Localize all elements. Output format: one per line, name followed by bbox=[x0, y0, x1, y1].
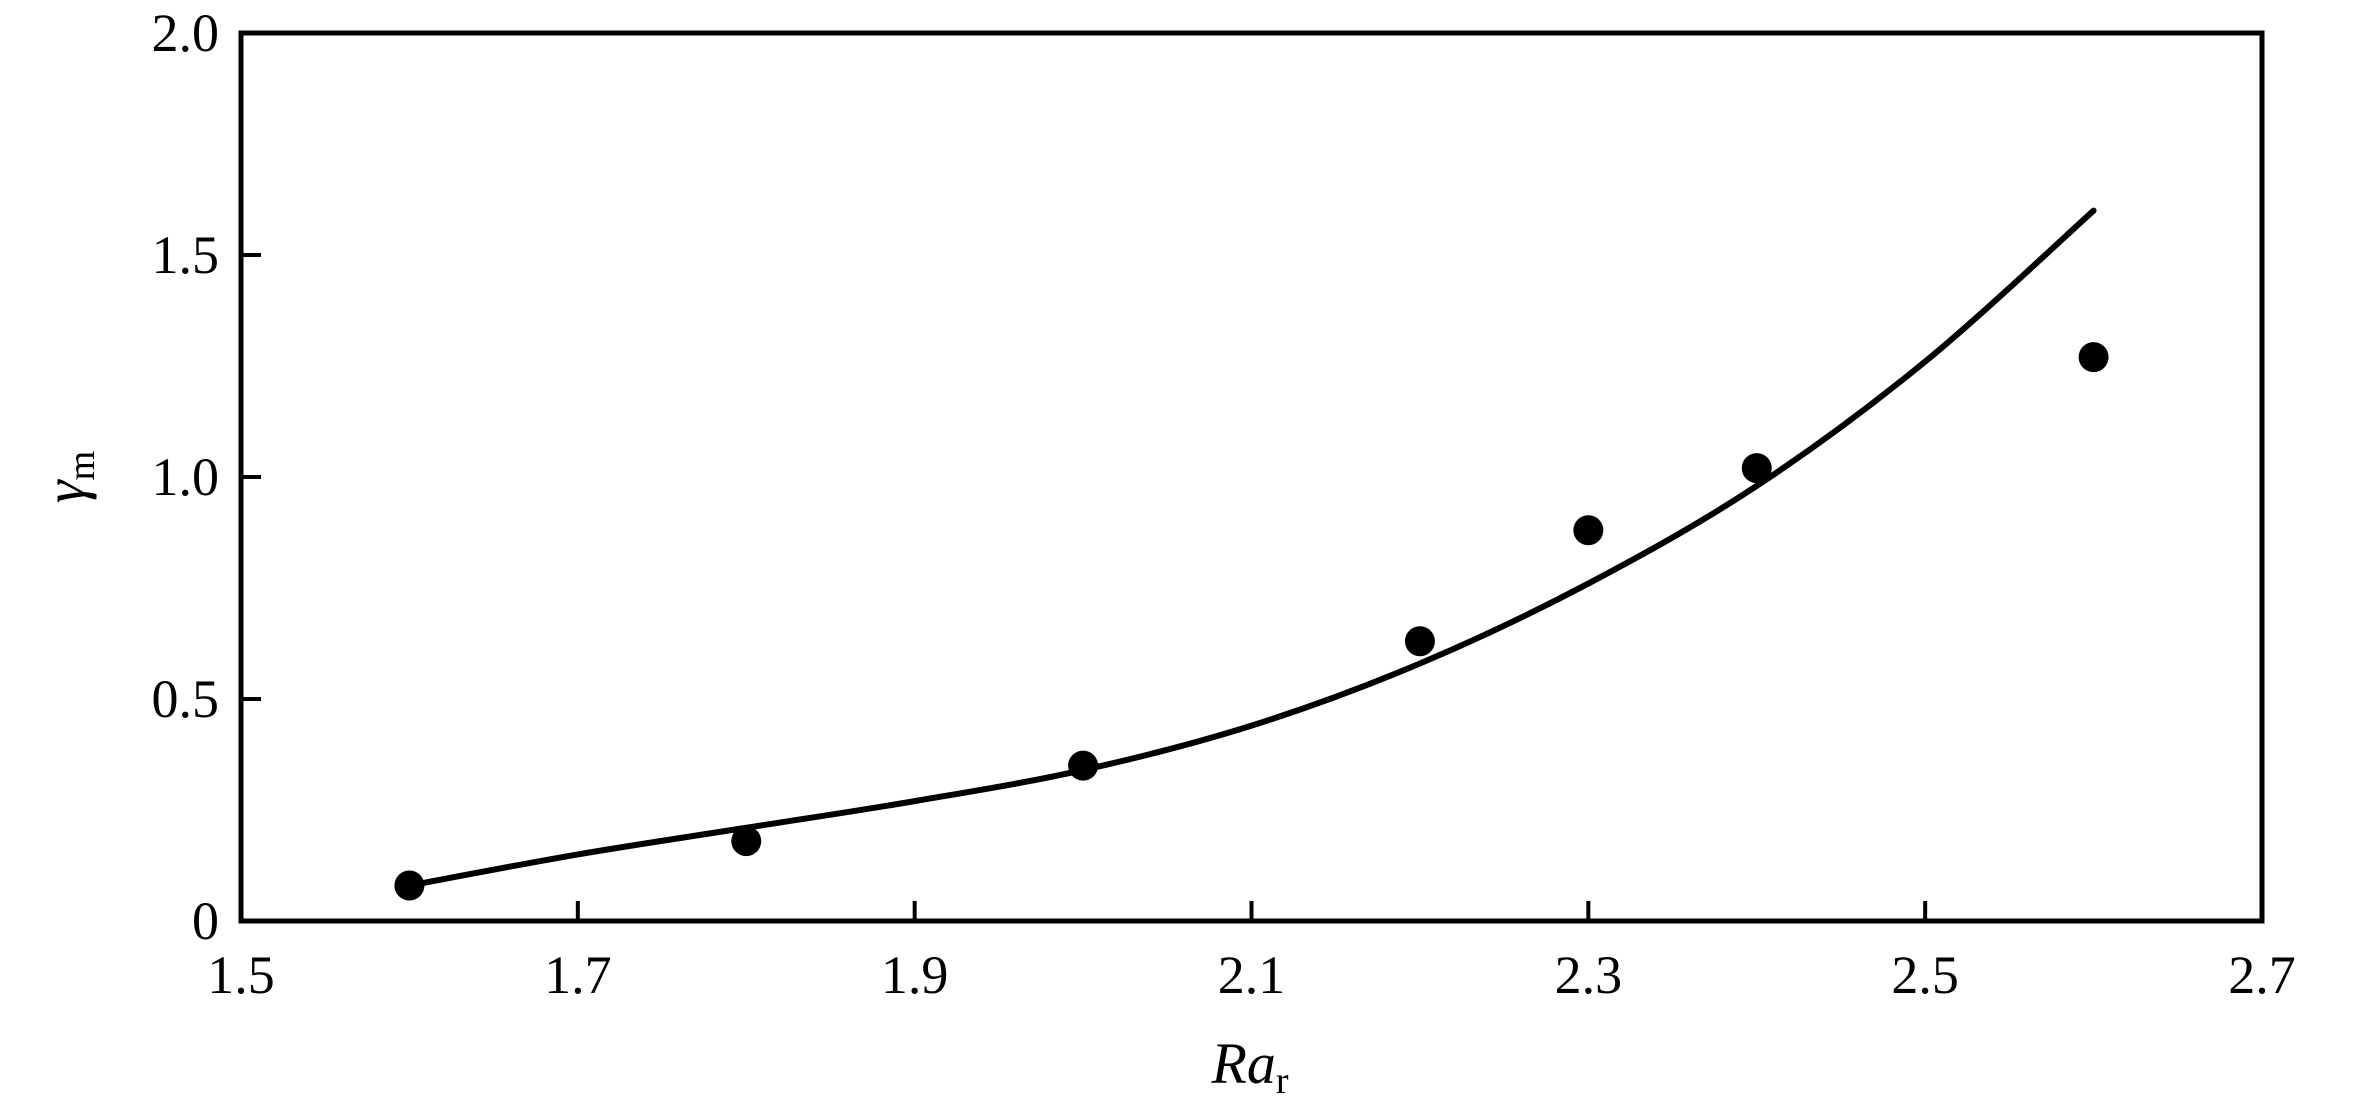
data-point bbox=[731, 826, 762, 857]
x-tick-label: 2.5 bbox=[1891, 945, 1959, 1005]
plot-frame bbox=[238, 30, 2265, 924]
data-point bbox=[1068, 750, 1099, 781]
y-tick-label: 2.0 bbox=[152, 3, 220, 63]
data-point bbox=[1404, 626, 1435, 657]
x-tick-label: 1.5 bbox=[207, 945, 275, 1005]
fit-curve bbox=[406, 207, 2097, 889]
y-axis-title: γm bbox=[32, 451, 103, 503]
y-tick-label: 0.5 bbox=[152, 669, 220, 729]
y-axis-ticks bbox=[241, 31, 261, 923]
y-axis-title-main: γ bbox=[32, 478, 97, 503]
y-axis-title-sub: m bbox=[61, 451, 103, 481]
x-axis-title: Rar bbox=[1210, 1031, 1288, 1102]
y-tick-label: 1.5 bbox=[152, 225, 220, 285]
series-layer bbox=[394, 207, 2109, 901]
y-tick-label: 0 bbox=[192, 891, 219, 951]
y-tick-label: 1.0 bbox=[152, 447, 220, 507]
x-tick-label: 2.3 bbox=[1555, 945, 1623, 1005]
data-point bbox=[1741, 453, 1772, 484]
x-axis-title-sub: r bbox=[1276, 1060, 1289, 1102]
x-axis-ticks bbox=[239, 901, 2264, 921]
x-axis-tick-labels: 1.5 1.7 1.9 2.1 2.3 2.5 2.7 bbox=[207, 945, 2296, 1005]
x-tick-label: 1.7 bbox=[544, 945, 612, 1005]
x-tick-label: 2.1 bbox=[1218, 945, 1286, 1005]
data-point bbox=[2078, 342, 2109, 373]
y-axis-tick-labels: 0 0.5 1.0 1.5 2.0 bbox=[152, 3, 220, 951]
data-point bbox=[1573, 515, 1604, 546]
x-axis-title-main: Ra bbox=[1210, 1031, 1275, 1096]
x-tick-label: 2.7 bbox=[2228, 945, 2296, 1005]
x-tick-label: 1.9 bbox=[881, 945, 949, 1005]
data-point bbox=[394, 870, 425, 901]
